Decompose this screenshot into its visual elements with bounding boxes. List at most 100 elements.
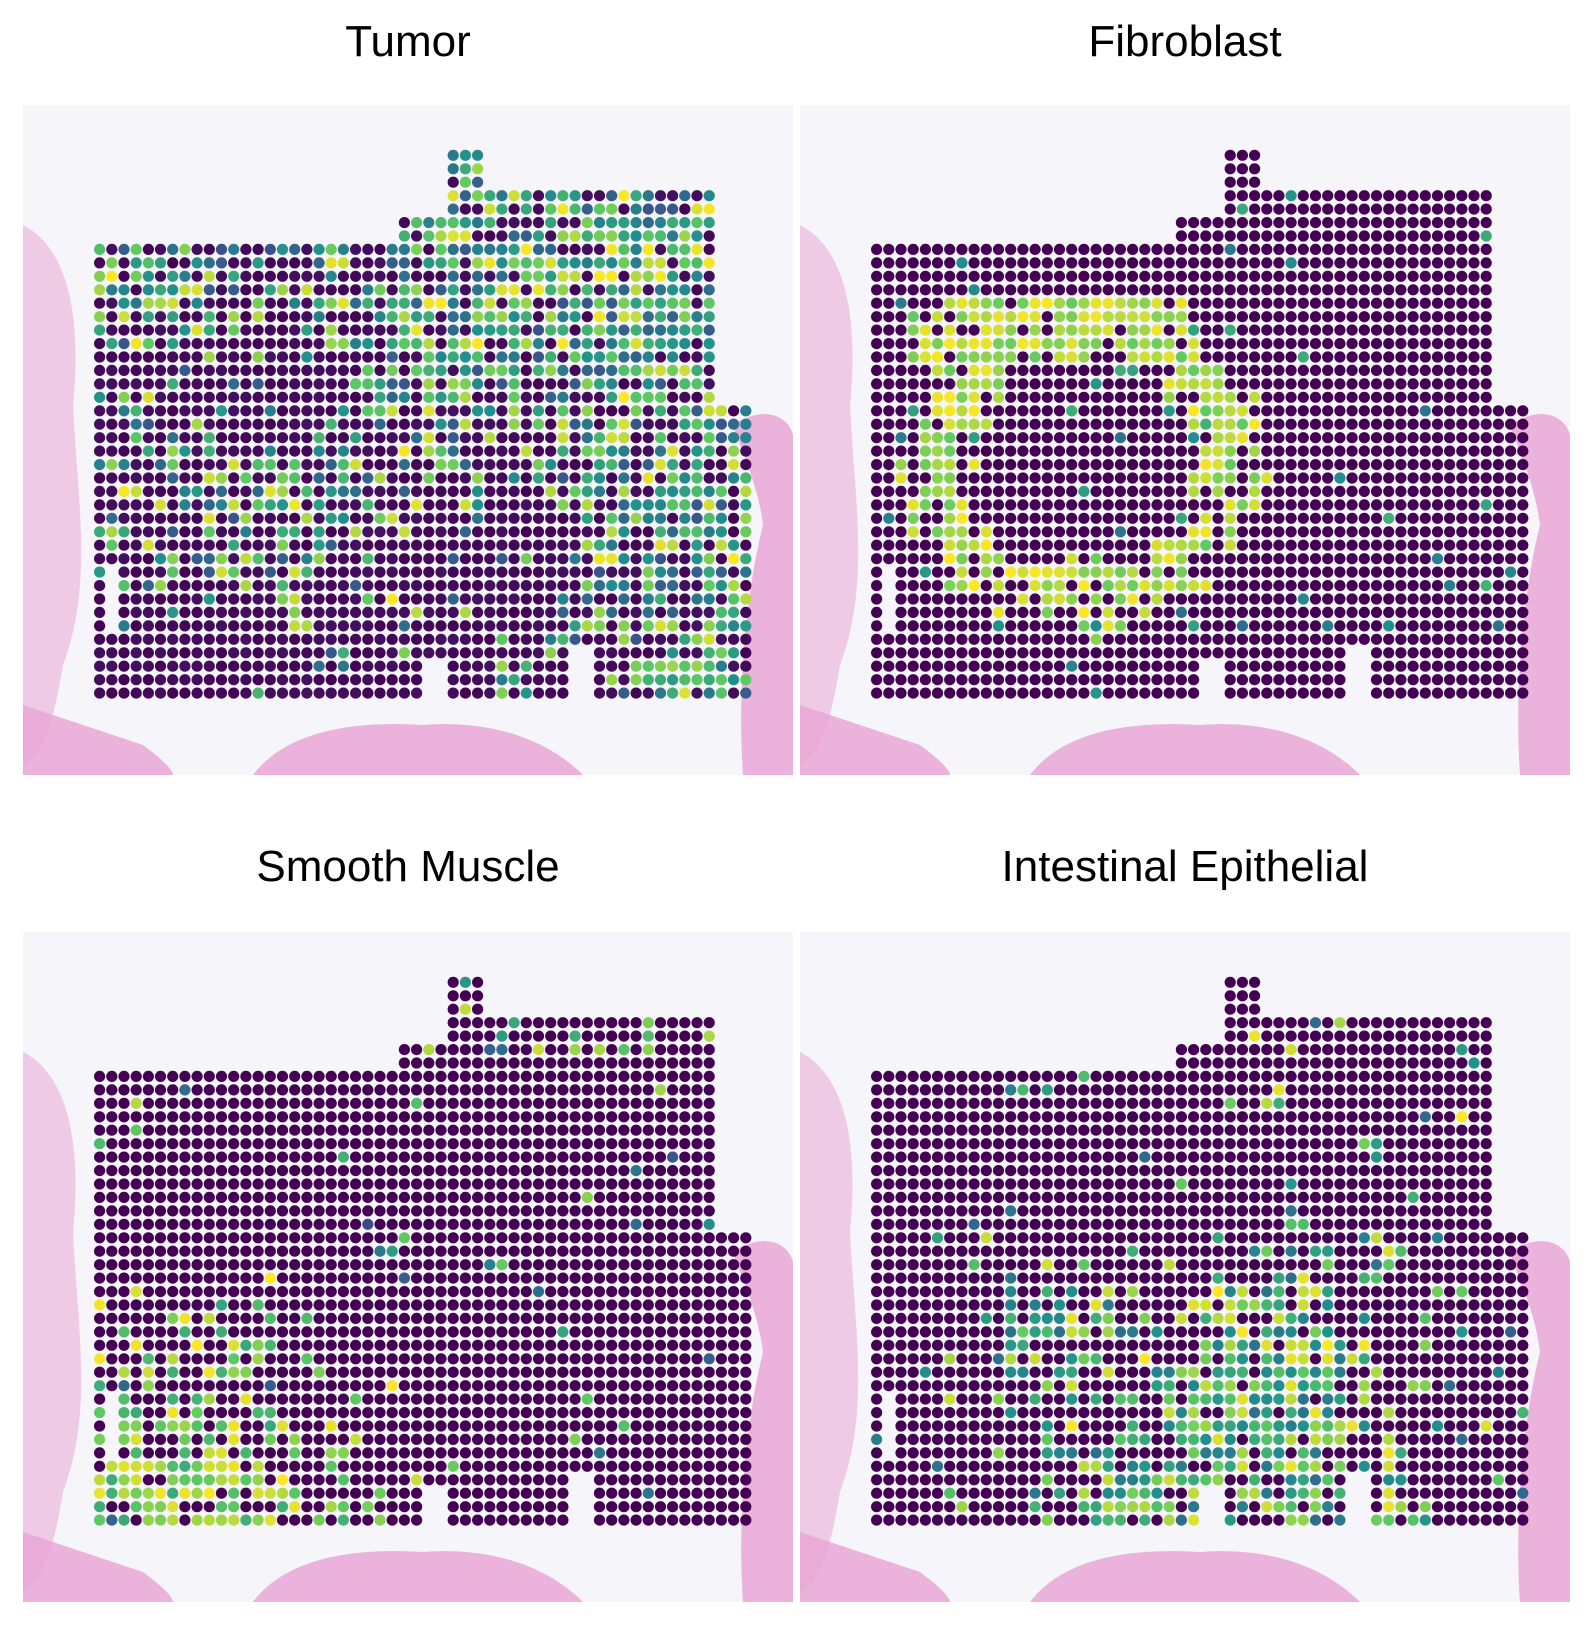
spot bbox=[472, 674, 484, 686]
spot bbox=[362, 378, 374, 390]
spot bbox=[1249, 687, 1261, 699]
spot bbox=[1188, 297, 1200, 309]
spot bbox=[435, 405, 447, 417]
spot bbox=[667, 553, 679, 565]
spot bbox=[106, 364, 118, 376]
spot bbox=[593, 190, 606, 202]
spot bbox=[508, 391, 520, 403]
spot bbox=[313, 593, 325, 605]
spot bbox=[520, 257, 532, 269]
spot bbox=[289, 1205, 301, 1217]
spot bbox=[593, 459, 606, 471]
spot bbox=[667, 338, 679, 350]
spot bbox=[703, 190, 715, 202]
spot bbox=[654, 338, 667, 350]
spot bbox=[154, 445, 167, 457]
spot bbox=[1395, 378, 1407, 390]
spot bbox=[520, 405, 532, 417]
spot bbox=[228, 1178, 240, 1190]
spot bbox=[715, 580, 728, 592]
spot bbox=[606, 1084, 618, 1096]
spot bbox=[1273, 432, 1285, 444]
spot bbox=[1309, 580, 1322, 592]
spot bbox=[472, 270, 484, 282]
spot bbox=[654, 1326, 667, 1338]
spot bbox=[919, 512, 931, 524]
spot bbox=[142, 593, 154, 605]
spot bbox=[276, 472, 289, 484]
spot bbox=[1480, 499, 1492, 511]
spot bbox=[931, 687, 944, 699]
spot bbox=[1102, 432, 1114, 444]
spot bbox=[691, 1030, 703, 1042]
spot bbox=[1456, 217, 1468, 229]
spot bbox=[532, 1111, 545, 1123]
spot bbox=[1261, 647, 1273, 659]
spot bbox=[252, 620, 264, 632]
spot bbox=[264, 620, 276, 632]
spot bbox=[679, 1151, 691, 1163]
spot bbox=[179, 1218, 191, 1230]
spot bbox=[545, 445, 557, 457]
spot bbox=[386, 311, 398, 323]
spot bbox=[228, 512, 240, 524]
spot bbox=[1517, 405, 1529, 417]
spot bbox=[1224, 257, 1236, 269]
spot bbox=[215, 1178, 228, 1190]
spot bbox=[618, 620, 630, 632]
spot bbox=[1200, 633, 1212, 645]
spot bbox=[179, 1084, 191, 1096]
spot bbox=[569, 485, 581, 497]
spot bbox=[167, 512, 179, 524]
spot bbox=[679, 1044, 691, 1056]
spot bbox=[423, 1259, 435, 1271]
spot bbox=[642, 230, 654, 242]
spot bbox=[398, 391, 410, 403]
spot bbox=[203, 432, 215, 444]
spot bbox=[642, 391, 654, 403]
spot bbox=[1017, 647, 1029, 659]
spot bbox=[1444, 485, 1456, 497]
spot bbox=[968, 324, 980, 336]
spot bbox=[532, 633, 545, 645]
spot bbox=[630, 351, 642, 363]
spot bbox=[1419, 432, 1431, 444]
spot bbox=[325, 1097, 337, 1109]
spot bbox=[520, 1191, 532, 1203]
spot bbox=[94, 1191, 106, 1203]
spot bbox=[740, 1339, 752, 1351]
spot bbox=[895, 580, 907, 592]
spot bbox=[374, 620, 386, 632]
spot bbox=[472, 1191, 484, 1203]
spot bbox=[557, 633, 569, 645]
spot bbox=[606, 324, 618, 336]
spot bbox=[593, 633, 606, 645]
spot bbox=[289, 1218, 301, 1230]
spot bbox=[606, 1339, 618, 1351]
spot bbox=[1297, 499, 1309, 511]
spot bbox=[944, 243, 956, 255]
spot bbox=[1090, 284, 1102, 296]
spot bbox=[642, 1259, 654, 1271]
spot bbox=[520, 512, 532, 524]
spot bbox=[459, 1339, 471, 1351]
spot bbox=[642, 593, 654, 605]
spot bbox=[191, 270, 203, 282]
spot bbox=[459, 1299, 471, 1311]
spot bbox=[228, 1232, 240, 1244]
spot bbox=[374, 1326, 386, 1338]
spot bbox=[1236, 190, 1248, 202]
spot bbox=[411, 230, 423, 242]
spot bbox=[1188, 418, 1200, 430]
spot bbox=[484, 660, 496, 672]
spot bbox=[691, 391, 703, 403]
spot bbox=[520, 432, 532, 444]
spot bbox=[459, 647, 471, 659]
spot bbox=[1334, 364, 1346, 376]
spot bbox=[1395, 190, 1407, 202]
spot bbox=[520, 593, 532, 605]
spot bbox=[618, 1057, 630, 1069]
spot bbox=[557, 1259, 569, 1271]
spot bbox=[411, 1097, 423, 1109]
spot bbox=[325, 1286, 337, 1298]
